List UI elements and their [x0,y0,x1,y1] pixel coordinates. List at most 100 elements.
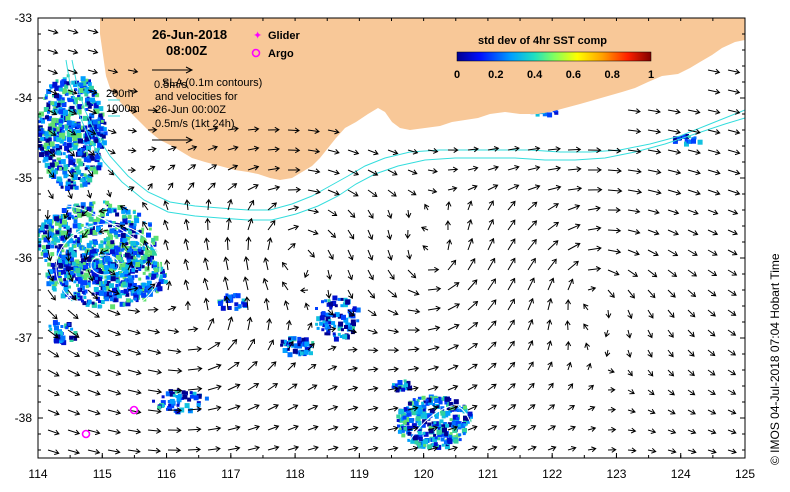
sst-cell [60,293,66,299]
argo-float-marker [129,405,139,415]
sst-cell [38,129,44,135]
sst-cell [403,379,407,383]
sst-cell [109,292,112,296]
velocity-arrow [47,149,56,157]
sst-cell [443,440,448,445]
velocity-arrow [667,369,675,377]
sst-cell [81,290,85,294]
sst-cell [182,394,188,400]
velocity-arrow [707,249,718,256]
sst-cell [413,400,418,405]
sst-cell [410,438,416,444]
sst-cell [235,293,241,299]
sst-cell [325,324,329,329]
sst-cell [94,154,100,160]
sst-cell [52,159,57,164]
velocity-arrow [147,328,161,335]
sst-cell [133,215,139,221]
sst-cell [100,137,104,141]
velocity-arrow [407,365,420,372]
velocity-arrow [47,129,57,136]
sst-cell [48,130,53,135]
sst-cell [90,252,95,257]
sst-cell [103,241,107,245]
y-tick-label: -35 [15,171,33,185]
velocity-arrow [187,164,197,171]
sst-cell [400,409,405,414]
velocity-arrow [87,389,101,396]
sst-cell [72,335,78,341]
sst-cell [54,151,58,155]
velocity-arrow [142,201,149,211]
sst-cell [65,290,69,294]
velocity-arrow [167,182,174,191]
sst-cell [97,260,102,265]
velocity-arrow [707,289,717,297]
velocity-arrow [204,217,211,231]
velocity-arrow [527,145,541,152]
velocity-arrow [227,404,241,411]
sst-cell [153,266,157,270]
velocity-arrow [607,446,617,453]
velocity-arrow [567,185,583,192]
sst-cell [133,294,139,300]
sst-cell [145,247,151,253]
sst-cell [326,331,331,336]
velocity-arrow [567,446,577,452]
sst-cell [113,272,119,277]
velocity-arrow [327,229,337,239]
sst-cell [63,174,68,179]
sst-cell [45,272,51,278]
sst-cell [103,200,106,204]
sst-cell [52,149,56,153]
velocity-arrow [587,225,602,232]
velocity-arrow [166,280,172,291]
velocity-arrow [47,429,60,436]
sst-cell [444,432,449,437]
velocity-arrow [567,425,576,431]
sst-cell [93,244,97,248]
velocity-arrow [467,425,478,431]
sst-cell [56,271,61,276]
velocity-arrow [407,405,419,412]
x-tick-label: 124 [671,467,691,481]
velocity-arrow [67,129,77,136]
sst-cell [446,407,450,410]
velocity-arrow [586,362,592,371]
velocity-arrow [47,109,58,116]
velocity-arrow [727,309,737,316]
sst-cell [44,94,48,98]
velocity-arrow [288,167,301,173]
sst-cell [72,136,78,142]
sst-cell [126,298,131,303]
sst-cell [196,403,201,407]
sst-cell [63,271,66,275]
velocity-arrow [547,425,557,431]
velocity-arrow [327,249,334,260]
sst-cell [294,343,300,349]
velocity-arrow [127,308,141,314]
sst-cell [423,439,428,445]
sst-cell [78,148,82,151]
sst-cell [63,231,68,236]
sst-cell [434,436,438,440]
sst-cell [123,269,129,275]
sst-cell [63,262,69,268]
sst-cell [542,111,548,117]
sst-cell [70,233,74,237]
velocity-arrow [127,285,139,292]
sst-cell [137,254,141,258]
velocity-arrow [347,309,355,317]
velocity-arrow [121,242,129,251]
sst-cell [169,389,173,394]
sst-cell [97,162,103,168]
sst-cell [342,334,348,340]
velocity-arrow [507,425,517,431]
velocity-arrow [727,389,737,395]
velocity-arrow [607,248,622,255]
sst-cell [52,101,58,107]
velocity-arrow [727,448,737,455]
velocity-arrow [307,343,315,351]
sst-cell [51,286,56,290]
sst-cell [326,302,331,307]
